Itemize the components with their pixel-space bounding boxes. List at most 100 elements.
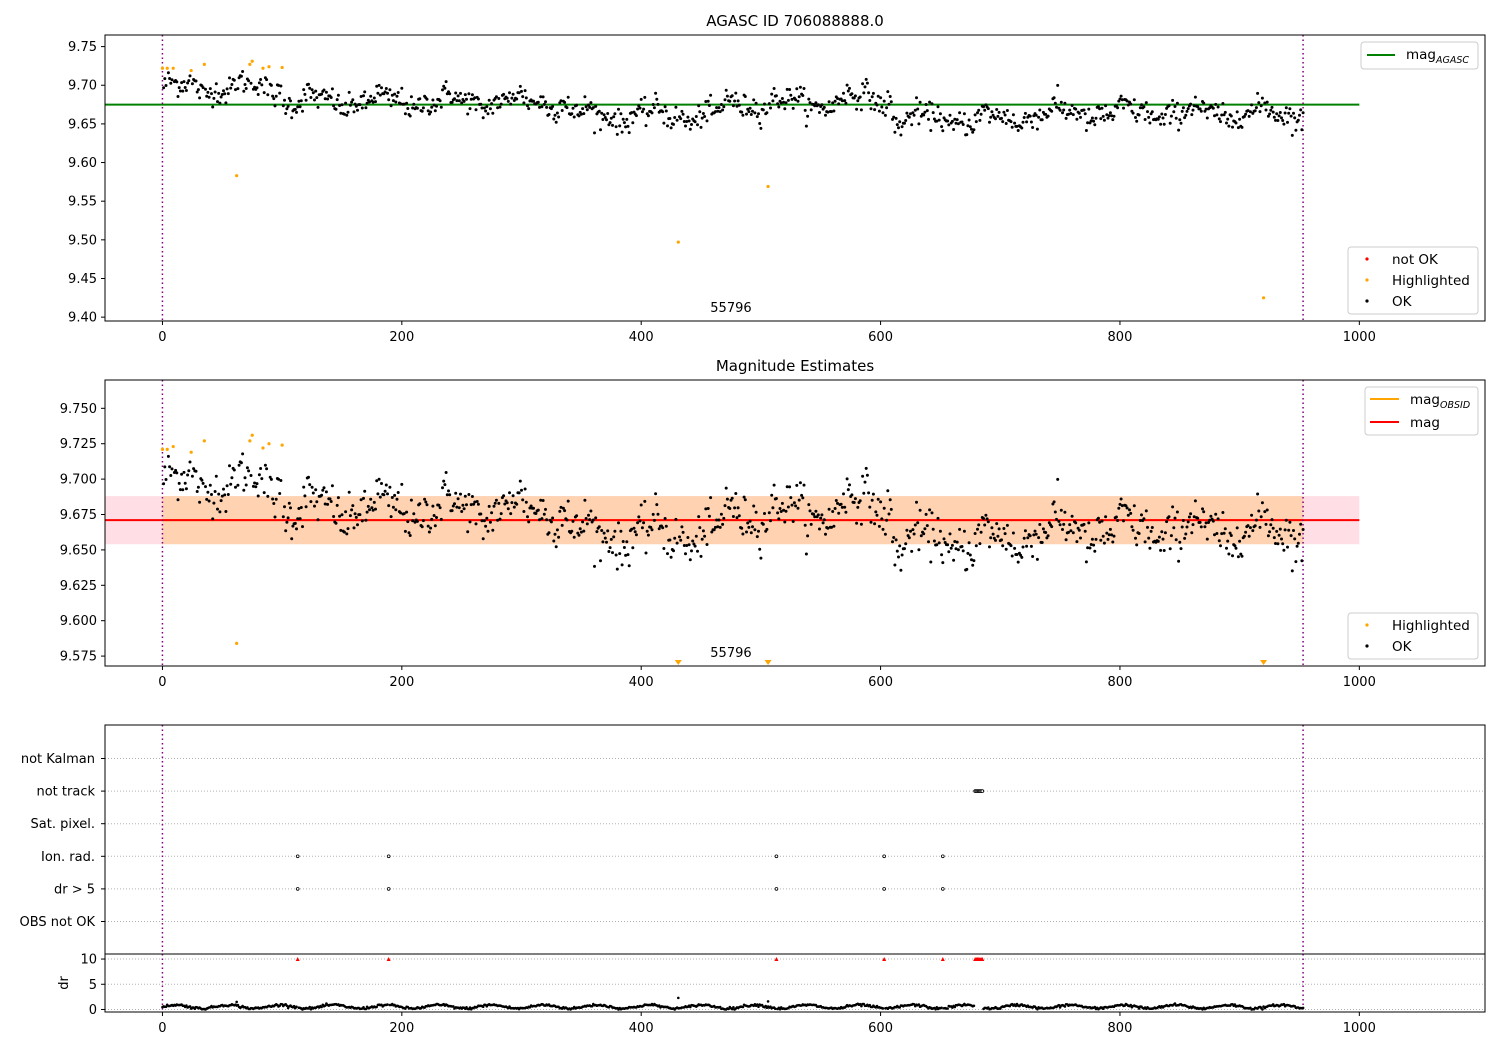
ok-point [1208, 518, 1212, 522]
ok-point [575, 103, 579, 107]
ok-point [1293, 537, 1297, 541]
ok-point [1116, 519, 1120, 522]
highlighted-point [165, 447, 169, 451]
ok-point [955, 118, 959, 122]
ok-point [1276, 542, 1280, 546]
ok-point [1120, 504, 1124, 508]
ok-point [807, 503, 811, 507]
ok-point [973, 532, 977, 535]
legend2-ok-marker [1365, 644, 1369, 648]
ok-point [923, 527, 927, 531]
ok-point [1282, 548, 1286, 552]
dr-point [756, 1003, 759, 1006]
ok-point [947, 123, 951, 127]
ok-point [905, 111, 909, 115]
ok-point [1069, 112, 1073, 115]
ok-point [601, 118, 605, 121]
ok-point [479, 512, 483, 516]
ok-point [1016, 129, 1020, 132]
ok-point [1106, 537, 1110, 541]
ok-point [900, 125, 904, 129]
ok-point [946, 119, 950, 123]
ok-point [826, 526, 830, 530]
dr-point [375, 1005, 379, 1009]
ok-point [273, 104, 277, 108]
ok-point [329, 500, 333, 503]
ok-point [1156, 117, 1160, 121]
ok-point [390, 93, 394, 97]
ok-point [356, 108, 359, 112]
ok-point [755, 115, 759, 119]
ok-point [1263, 101, 1267, 105]
ok-point [681, 530, 685, 534]
ok-point [624, 125, 628, 129]
ok-point [923, 110, 927, 114]
y-tick-label: 9.75 [68, 40, 97, 55]
ok-point [184, 487, 188, 491]
ok-point [358, 103, 362, 107]
legend-obsid-sub: OBSID [1440, 400, 1470, 411]
ok-point [788, 88, 792, 91]
ok-point [1256, 91, 1260, 95]
ok-point [1286, 545, 1289, 549]
ok-point [1184, 532, 1188, 536]
ok-point [1248, 526, 1252, 530]
ok-point [618, 552, 622, 556]
ok-point [679, 538, 683, 542]
ok-point [589, 509, 593, 513]
ok-point [432, 103, 436, 107]
ok-point [1185, 525, 1189, 529]
ok-point [1131, 528, 1135, 532]
ok-point [827, 100, 831, 104]
ok-point [771, 506, 775, 510]
ok-point [163, 77, 167, 81]
ok-point [737, 514, 741, 518]
ok-point [583, 498, 587, 502]
svg-text:magOBSID: magOBSID [1410, 392, 1470, 411]
ok-point [848, 86, 851, 90]
ok-point [1215, 113, 1219, 117]
ok-point [626, 553, 630, 557]
ok-point [759, 126, 763, 130]
ok-point [547, 531, 551, 535]
ok-point [468, 520, 472, 524]
ok-point [1077, 111, 1081, 115]
ok-point [544, 100, 547, 104]
ok-point [869, 520, 873, 524]
ok-point [615, 567, 619, 571]
ok-point [217, 91, 221, 95]
ok-point [213, 490, 217, 493]
ok-point [978, 118, 982, 122]
ok-point [1087, 521, 1091, 525]
dr-point [320, 1005, 323, 1009]
ok-point [358, 513, 362, 517]
ok-point [619, 112, 623, 116]
ok-point [439, 517, 443, 521]
ok-point [511, 494, 515, 498]
ok-point [311, 91, 315, 95]
ok-point [996, 114, 1000, 118]
ok-point [527, 520, 531, 524]
ok-point [1067, 112, 1070, 116]
dr-point [727, 1007, 730, 1011]
ok-point [206, 490, 210, 494]
ok-point [260, 83, 264, 87]
ok-point [995, 108, 999, 111]
highlighted-point [280, 443, 284, 447]
ok-point [510, 501, 514, 505]
ok-point [1001, 544, 1005, 548]
ok-point [669, 555, 673, 559]
ok-point [324, 490, 328, 494]
ok-point [962, 529, 966, 533]
ok-point [429, 526, 433, 530]
legend-ok-label: OK [1392, 294, 1413, 310]
ok-point [1143, 118, 1147, 121]
ok-point [694, 115, 698, 118]
ok-point [1290, 569, 1294, 573]
ok-point [350, 100, 354, 104]
dr-point [917, 1003, 921, 1006]
ok-point [1263, 510, 1267, 514]
dr-point [778, 1008, 782, 1011]
ok-point [559, 505, 563, 509]
x-tick-label: 600 [868, 675, 893, 690]
